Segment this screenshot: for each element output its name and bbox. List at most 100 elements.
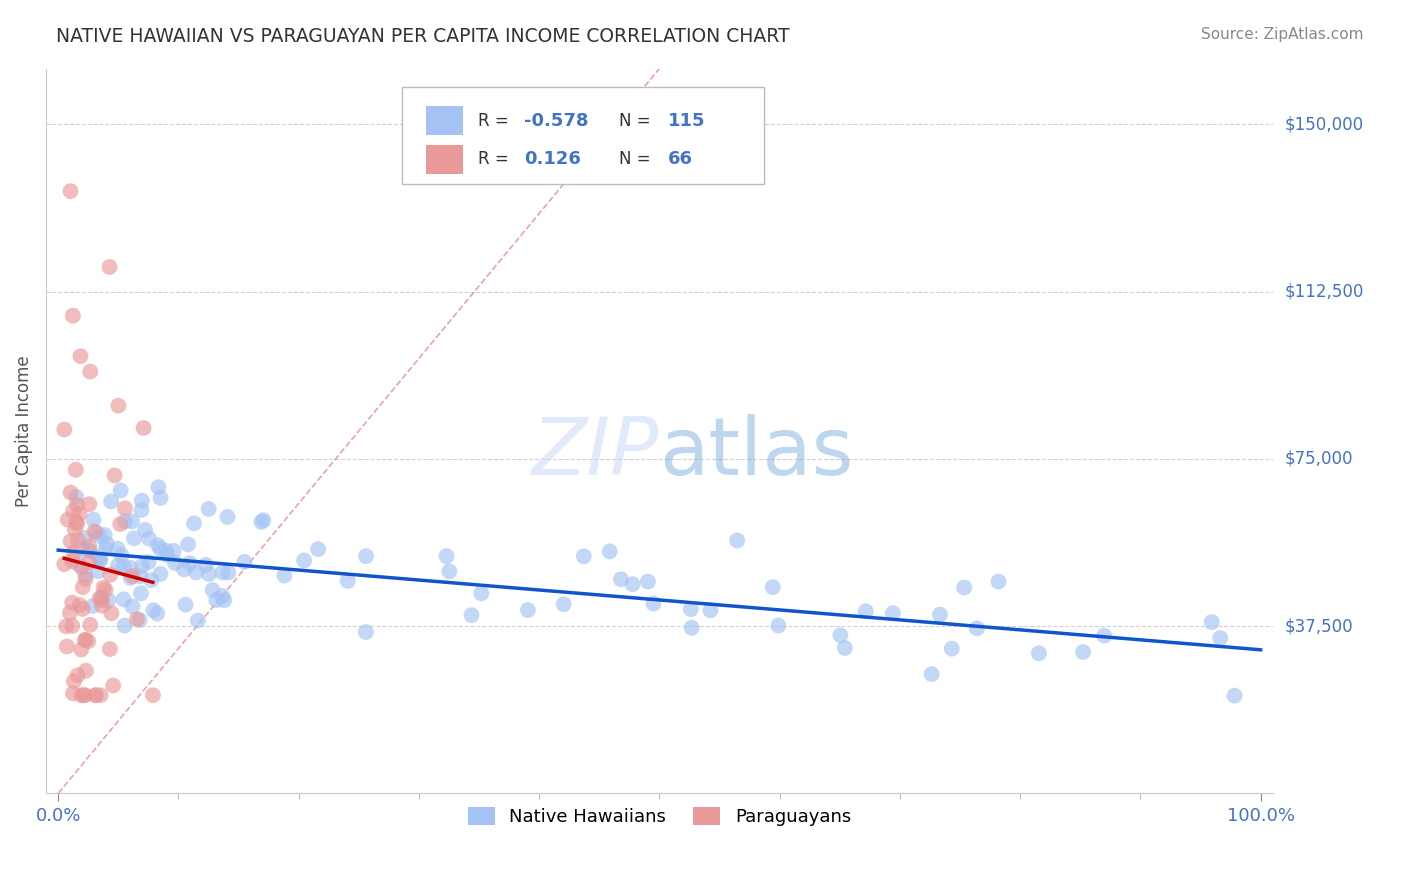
Point xyxy=(110,549,132,563)
Text: atlas: atlas xyxy=(659,414,853,491)
Point xyxy=(70,642,93,657)
Point xyxy=(201,583,224,598)
Point xyxy=(129,569,152,583)
Text: R =: R = xyxy=(478,150,513,168)
Point xyxy=(173,562,195,576)
Point xyxy=(436,549,458,563)
Point xyxy=(98,567,121,582)
Point xyxy=(89,553,111,567)
Point xyxy=(103,468,125,483)
Point xyxy=(572,549,595,564)
Point xyxy=(179,556,201,570)
Point xyxy=(149,491,172,505)
Point xyxy=(66,516,89,531)
Point xyxy=(63,674,86,689)
Point xyxy=(120,560,142,574)
Point xyxy=(211,566,233,580)
Point xyxy=(120,571,142,585)
Point xyxy=(53,423,76,437)
Point xyxy=(107,541,129,556)
Point xyxy=(77,555,100,569)
Point xyxy=(62,686,84,700)
Point xyxy=(138,555,160,569)
Point xyxy=(98,260,121,274)
Point xyxy=(882,606,904,620)
Point xyxy=(149,566,172,581)
Point xyxy=(553,597,575,611)
Point xyxy=(79,497,101,511)
Point xyxy=(59,534,82,549)
Point xyxy=(637,574,659,589)
Point xyxy=(142,688,165,702)
Point xyxy=(643,597,665,611)
Point xyxy=(110,517,132,532)
Legend: Native Hawaiians, Paraguayans: Native Hawaiians, Paraguayans xyxy=(458,797,860,835)
Text: R =: R = xyxy=(478,112,513,129)
Point xyxy=(1223,689,1246,703)
Point xyxy=(112,559,135,574)
Point xyxy=(125,612,148,626)
Point xyxy=(233,555,256,569)
Point xyxy=(174,598,197,612)
Point xyxy=(830,628,852,642)
Point xyxy=(1092,629,1115,643)
Point xyxy=(186,566,208,580)
Point xyxy=(138,532,160,546)
Point xyxy=(205,593,228,607)
Point xyxy=(148,538,170,552)
Point xyxy=(66,668,89,682)
Point xyxy=(89,552,111,566)
Point xyxy=(768,618,790,632)
Point xyxy=(69,349,91,363)
Point xyxy=(122,532,145,546)
Point xyxy=(292,553,315,567)
Point xyxy=(100,494,122,508)
Point xyxy=(307,542,329,557)
Point xyxy=(921,667,943,681)
Point xyxy=(96,537,118,551)
Point xyxy=(73,688,96,702)
Point xyxy=(114,515,136,529)
Point xyxy=(941,641,963,656)
Point xyxy=(855,604,877,618)
FancyBboxPatch shape xyxy=(426,145,463,174)
Text: $37,500: $37,500 xyxy=(1285,617,1354,635)
Point xyxy=(163,544,186,558)
Point xyxy=(84,688,107,702)
Point xyxy=(516,603,538,617)
Point xyxy=(75,633,97,648)
Point xyxy=(121,569,143,583)
Point xyxy=(62,309,84,323)
Text: ZIP: ZIP xyxy=(531,414,659,491)
Point xyxy=(60,596,83,610)
Point xyxy=(101,678,124,692)
Point xyxy=(82,599,104,613)
Point xyxy=(89,591,111,606)
Point xyxy=(212,593,235,607)
Text: 66: 66 xyxy=(668,150,693,168)
Text: 0.126: 0.126 xyxy=(524,150,581,168)
Point xyxy=(966,621,988,635)
Point xyxy=(439,564,461,578)
Point xyxy=(187,614,209,628)
Point xyxy=(156,548,179,562)
Point xyxy=(134,523,156,537)
Point xyxy=(73,688,96,702)
Point xyxy=(72,602,94,616)
Point xyxy=(107,399,129,413)
Point xyxy=(725,533,748,548)
Point xyxy=(97,593,120,607)
FancyBboxPatch shape xyxy=(402,87,763,185)
Text: N =: N = xyxy=(619,150,655,168)
Point xyxy=(681,621,703,635)
Point xyxy=(197,502,219,516)
Point xyxy=(131,503,153,517)
Point xyxy=(93,581,115,595)
Point xyxy=(834,640,856,655)
Text: N =: N = xyxy=(619,112,655,129)
Point xyxy=(112,592,135,607)
Point xyxy=(928,607,950,622)
Point xyxy=(56,513,79,527)
Point xyxy=(75,664,97,678)
Point xyxy=(183,516,205,531)
